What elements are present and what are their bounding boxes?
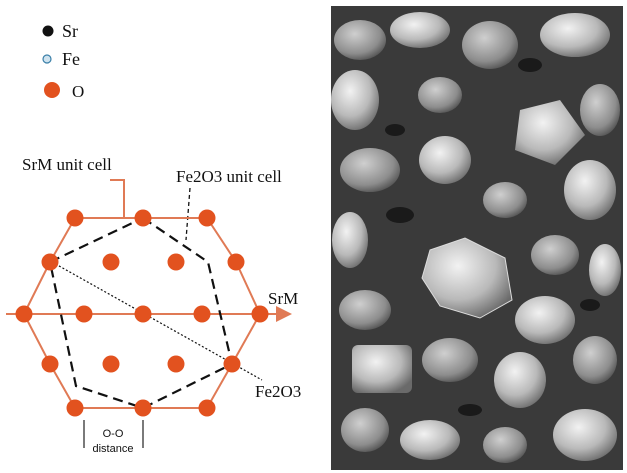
legend: Sr Fe O: [42, 21, 84, 101]
oxygen-atom: [75, 305, 93, 323]
oxygen-atom: [223, 355, 241, 373]
oxygen-atom: [66, 399, 84, 417]
oxygen-atom: [134, 399, 152, 417]
srm-axis-label: SrM: [268, 289, 298, 308]
legend-label-sr: Sr: [62, 21, 78, 41]
oxygen-atom: [102, 253, 120, 271]
fe2o3-unit-cell-label: Fe2O3 unit cell: [176, 167, 282, 186]
oxygen-atom: [251, 305, 269, 323]
oxygen-atom: [41, 355, 59, 373]
legend-label-fe: Fe: [62, 49, 80, 69]
legend-item-o: O: [44, 82, 84, 101]
oxygen-atom: [102, 355, 120, 373]
oxygen-atom: [66, 209, 84, 227]
hexagonal-grain: [421, 237, 513, 319]
oxygen-atom: [134, 305, 152, 323]
srm-unit-cell-leader: [110, 179, 125, 217]
oo-distance-label-line2: distance: [93, 443, 134, 455]
oo-distance-label-line1: O-O: [103, 428, 124, 440]
fe-atom-icon: [42, 54, 52, 64]
fe2o3-unit-cell-leader: [185, 187, 191, 241]
srm-unit-cell-label: SrM unit cell: [22, 155, 112, 174]
legend-label-o: O: [72, 82, 84, 101]
oxygen-atom: [198, 209, 216, 227]
oxygen-atom: [227, 253, 245, 271]
oxygen-atom: [41, 253, 59, 271]
legend-item-fe: Fe: [42, 49, 80, 69]
oxygen-atom: [167, 253, 185, 271]
oxygen-lattice: [15, 209, 269, 417]
oxygen-atom: [167, 355, 185, 373]
sem-micrograph: [331, 6, 623, 470]
oo-distance-bracket: O-O distance: [83, 420, 144, 455]
oxygen-atom: [198, 399, 216, 417]
oxygen-atom: [15, 305, 33, 323]
legend-item-sr: Sr: [42, 21, 78, 41]
oxygen-atom-icon: [44, 82, 60, 98]
sr-atom-icon: [42, 25, 54, 37]
fe2o3-axis-label: Fe2O3: [255, 382, 301, 401]
oxygen-atom: [134, 209, 152, 227]
oxygen-atom: [193, 305, 211, 323]
